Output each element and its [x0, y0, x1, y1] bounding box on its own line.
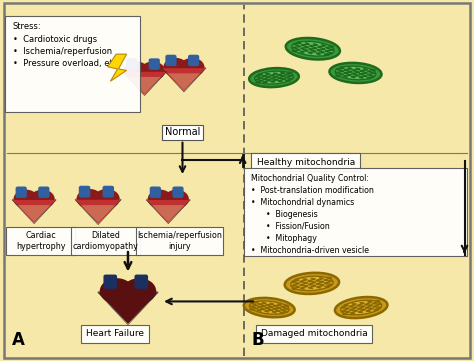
FancyBboxPatch shape — [251, 153, 360, 171]
Circle shape — [148, 190, 173, 208]
Circle shape — [94, 189, 119, 209]
Text: Heart Failure: Heart Failure — [86, 330, 144, 338]
Polygon shape — [152, 205, 184, 222]
FancyBboxPatch shape — [5, 16, 140, 112]
FancyBboxPatch shape — [126, 58, 137, 70]
Text: Dilated
cardiomyopathy: Dilated cardiomyopathy — [73, 231, 138, 251]
Circle shape — [100, 278, 134, 304]
FancyBboxPatch shape — [165, 55, 177, 66]
Circle shape — [124, 61, 149, 80]
Ellipse shape — [291, 276, 333, 291]
Ellipse shape — [329, 63, 382, 83]
Text: Mitochondrial Quality Control:
•  Post-translation modification
•  Mitochondrial: Mitochondrial Quality Control: • Post-tr… — [251, 174, 374, 255]
Text: Cardiac
hypertrophy: Cardiac hypertrophy — [16, 231, 65, 251]
FancyBboxPatch shape — [149, 58, 160, 70]
Ellipse shape — [249, 68, 299, 87]
FancyBboxPatch shape — [71, 227, 140, 255]
Circle shape — [164, 190, 189, 208]
Ellipse shape — [341, 300, 382, 315]
Ellipse shape — [255, 71, 293, 84]
FancyBboxPatch shape — [150, 187, 161, 198]
Text: Stress:
•  Cardiotoxic drugs
•  Ischemia/reperfusion
•  Pressure overload, etc.: Stress: • Cardiotoxic drugs • Ischemia/r… — [13, 22, 120, 68]
Ellipse shape — [335, 297, 387, 318]
FancyBboxPatch shape — [135, 275, 148, 289]
Circle shape — [164, 58, 188, 77]
Polygon shape — [128, 77, 161, 94]
FancyBboxPatch shape — [16, 187, 27, 198]
FancyBboxPatch shape — [6, 227, 75, 255]
FancyBboxPatch shape — [188, 55, 199, 66]
Polygon shape — [98, 292, 158, 324]
Ellipse shape — [292, 41, 334, 56]
FancyBboxPatch shape — [244, 168, 467, 256]
Polygon shape — [18, 205, 50, 222]
Circle shape — [180, 58, 204, 77]
FancyBboxPatch shape — [256, 325, 372, 343]
Polygon shape — [168, 73, 200, 90]
Polygon shape — [146, 200, 190, 223]
FancyBboxPatch shape — [38, 187, 49, 198]
Ellipse shape — [285, 273, 339, 294]
Circle shape — [76, 189, 102, 209]
Circle shape — [122, 278, 156, 304]
Polygon shape — [12, 200, 56, 223]
Circle shape — [30, 190, 55, 208]
Text: Normal: Normal — [165, 127, 200, 138]
FancyBboxPatch shape — [103, 275, 117, 289]
Circle shape — [14, 190, 38, 208]
Ellipse shape — [244, 298, 295, 317]
FancyBboxPatch shape — [81, 325, 149, 343]
Polygon shape — [122, 72, 166, 95]
Text: A: A — [12, 331, 25, 349]
Text: Damaged mitochondria: Damaged mitochondria — [261, 330, 367, 338]
FancyBboxPatch shape — [136, 227, 223, 255]
Ellipse shape — [249, 301, 289, 314]
Ellipse shape — [335, 66, 376, 80]
Ellipse shape — [286, 38, 340, 60]
Polygon shape — [162, 68, 206, 91]
Text: Healthy mitochondria: Healthy mitochondria — [256, 158, 355, 167]
FancyBboxPatch shape — [79, 186, 91, 197]
Text: Ischemia/reperfusion
injury: Ischemia/reperfusion injury — [137, 231, 222, 251]
Circle shape — [140, 61, 165, 80]
Polygon shape — [108, 54, 127, 81]
Polygon shape — [75, 200, 121, 224]
Text: B: B — [251, 331, 264, 349]
Polygon shape — [81, 205, 115, 223]
FancyBboxPatch shape — [102, 186, 114, 197]
FancyBboxPatch shape — [173, 187, 183, 198]
